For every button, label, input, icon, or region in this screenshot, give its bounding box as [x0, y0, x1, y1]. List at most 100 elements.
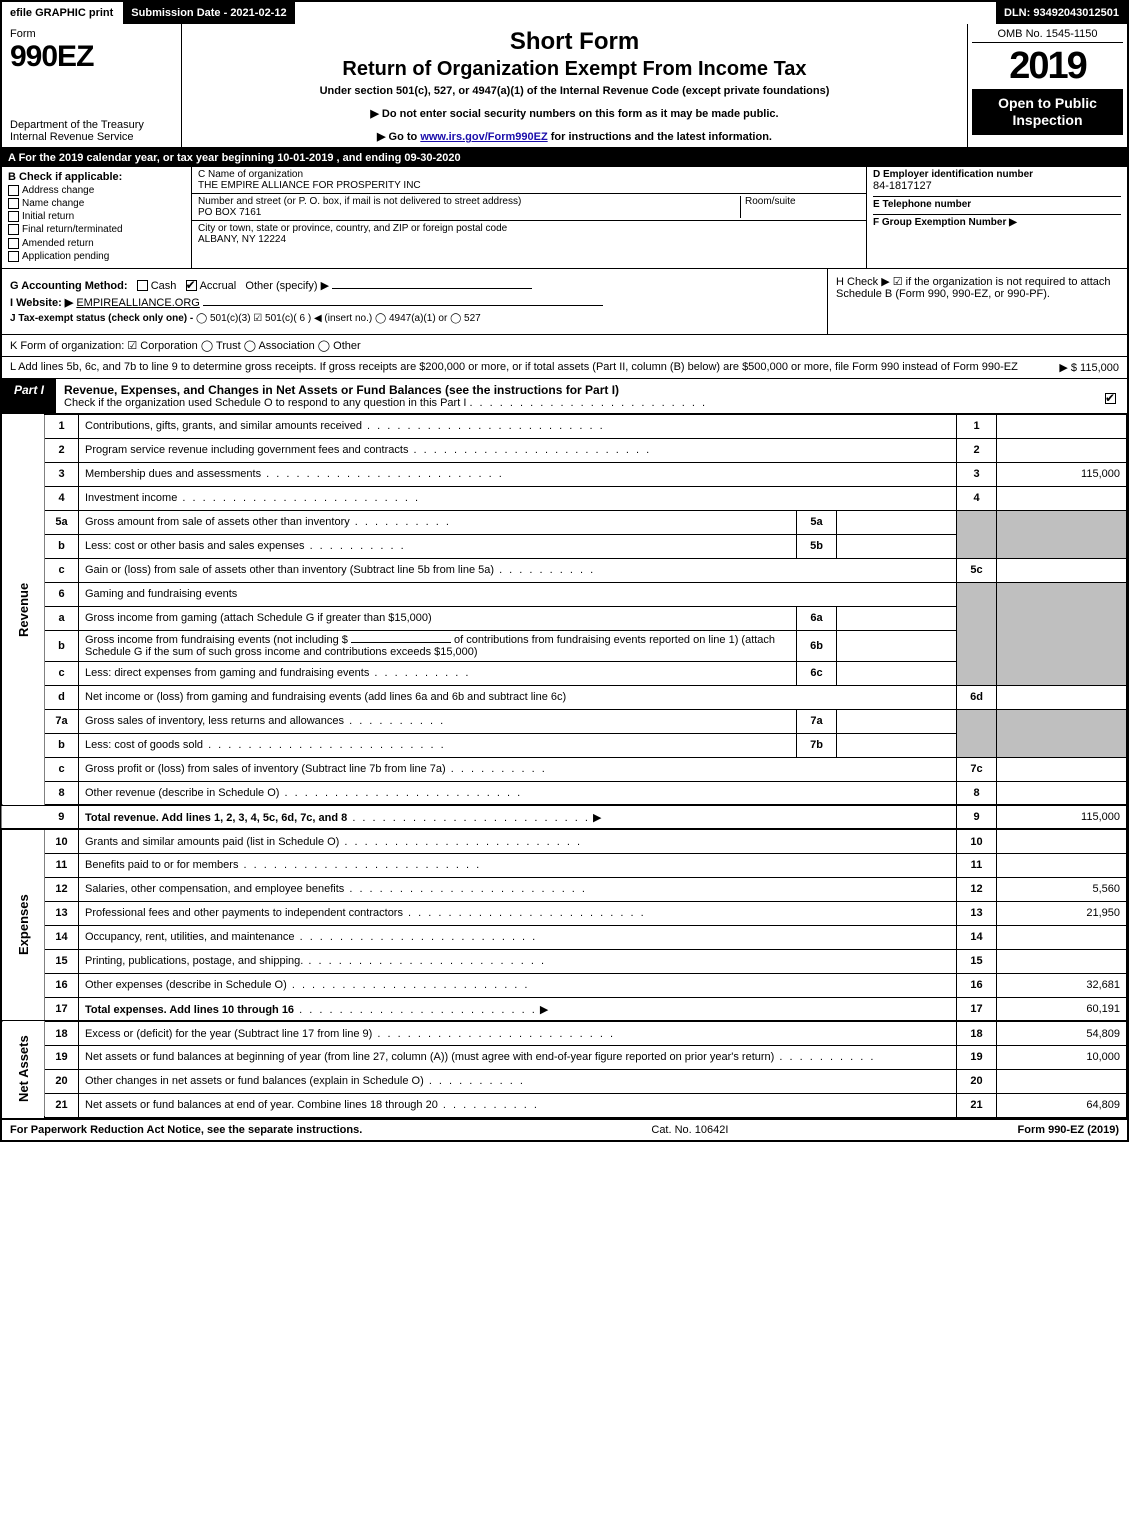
- line-num: 16: [45, 973, 79, 997]
- subline-amount: [837, 606, 957, 630]
- form-number: 990EZ: [10, 40, 173, 74]
- org-name-label: C Name of organization: [198, 169, 860, 180]
- subline-amount: [837, 661, 957, 685]
- form-subtitle: Under section 501(c), 527, or 4947(a)(1)…: [192, 85, 957, 97]
- topbar: efile GRAPHIC print Submission Date - 20…: [2, 2, 1127, 24]
- line-ref: 1: [957, 414, 997, 438]
- note2-post: for instructions and the latest informat…: [548, 131, 772, 143]
- box-c: C Name of organization THE EMPIRE ALLIAN…: [192, 167, 867, 268]
- line-desc: Professional fees and other payments to …: [79, 901, 957, 925]
- line-amount: [997, 558, 1127, 582]
- subline-amount: [837, 709, 957, 733]
- chk-final-return[interactable]: Final return/terminated: [8, 224, 185, 235]
- irs-label: Internal Revenue Service: [10, 131, 173, 143]
- website-link[interactable]: EMPIREALLIANCE.ORG: [76, 297, 199, 309]
- line-desc: Gross income from fundraising events (no…: [79, 630, 797, 661]
- subline-ref: 5b: [797, 534, 837, 558]
- line-amount: [997, 1069, 1127, 1093]
- line-ref: 20: [957, 1069, 997, 1093]
- line-num: 9: [45, 805, 79, 829]
- chk-application-pending[interactable]: Application pending: [8, 251, 185, 262]
- line-amount: 115,000: [997, 805, 1127, 829]
- short-form-title: Short Form: [192, 28, 957, 56]
- line-amount: 60,191: [997, 997, 1127, 1021]
- line-amount: [997, 685, 1127, 709]
- line-num: 5a: [45, 510, 79, 534]
- line-amount: [997, 757, 1127, 781]
- gh-block: G Accounting Method: Cash Accrual Other …: [2, 269, 1127, 335]
- line-num: c: [45, 661, 79, 685]
- subline-amount: [837, 733, 957, 757]
- line-num: 12: [45, 877, 79, 901]
- line-num: b: [45, 733, 79, 757]
- line-ref: 12: [957, 877, 997, 901]
- irs-instructions-link[interactable]: www.irs.gov/Form990EZ: [420, 131, 547, 143]
- form-header: Form 990EZ Department of the Treasury In…: [2, 24, 1127, 149]
- line-ref: 18: [957, 1021, 997, 1045]
- subline-ref: 7b: [797, 733, 837, 757]
- chk-amended-return[interactable]: Amended return: [8, 238, 185, 249]
- line-ref: 2: [957, 438, 997, 462]
- line-amount: [997, 486, 1127, 510]
- chk-address-change[interactable]: Address change: [8, 185, 185, 196]
- line-num: 18: [45, 1021, 79, 1045]
- line-desc: Salaries, other compensation, and employ…: [79, 877, 957, 901]
- chk-cash[interactable]: [137, 280, 148, 291]
- line-amount: [997, 829, 1127, 853]
- line-ref: 13: [957, 901, 997, 925]
- part1-title: Revenue, Expenses, and Changes in Net As…: [56, 379, 1097, 413]
- grey-cell: [997, 709, 1127, 757]
- line-desc: Gross profit or (loss) from sales of inv…: [79, 757, 957, 781]
- line-amount: 115,000: [997, 462, 1127, 486]
- subline-amount: [837, 534, 957, 558]
- line-ref: 17: [957, 997, 997, 1021]
- ssn-warning: ▶ Do not enter social security numbers o…: [192, 107, 957, 120]
- dept-treasury: Department of the Treasury: [10, 119, 173, 131]
- subline-ref: 6b: [797, 630, 837, 661]
- box-b-label: B Check if applicable:: [8, 171, 185, 183]
- part1-schedule-o-checkbox[interactable]: [1097, 379, 1127, 413]
- tel-label: E Telephone number: [873, 199, 1121, 210]
- org-info-block: B Check if applicable: Address change Na…: [2, 167, 1127, 269]
- expenses-sidelabel: Expenses: [2, 829, 45, 1021]
- line-desc: Total revenue. Add lines 1, 2, 3, 4, 5c,…: [79, 805, 957, 829]
- line-desc: Membership dues and assessments: [79, 462, 957, 486]
- spacer: [2, 805, 45, 829]
- line-ref: 8: [957, 781, 997, 805]
- form-990ez-page: efile GRAPHIC print Submission Date - 20…: [0, 0, 1129, 1142]
- line-desc: Gross sales of inventory, less returns a…: [79, 709, 797, 733]
- chk-name-change[interactable]: Name change: [8, 198, 185, 209]
- box-h: H Check ▶ ☑ if the organization is not r…: [827, 269, 1127, 334]
- line-desc: Gross amount from sale of assets other t…: [79, 510, 797, 534]
- cat-no: Cat. No. 10642I: [651, 1124, 728, 1136]
- subline-amount: [837, 510, 957, 534]
- line-desc: Other changes in net assets or fund bala…: [79, 1069, 957, 1093]
- line-amount: [997, 949, 1127, 973]
- page-footer: For Paperwork Reduction Act Notice, see …: [2, 1118, 1127, 1140]
- form-title: Return of Organization Exempt From Incom…: [192, 58, 957, 81]
- line-desc: Net assets or fund balances at beginning…: [79, 1045, 957, 1069]
- chk-accrual[interactable]: [186, 280, 197, 291]
- grey-cell: [957, 709, 997, 757]
- tax-period: A For the 2019 calendar year, or tax yea…: [2, 149, 1127, 167]
- line-num: c: [45, 558, 79, 582]
- line-amount: 10,000: [997, 1045, 1127, 1069]
- open-to-public: Open to Public Inspection: [972, 89, 1123, 135]
- form-of-organization: K Form of organization: ☑ Corporation ◯ …: [2, 335, 1127, 357]
- part1-tab: Part I: [2, 379, 56, 413]
- line-ref: 4: [957, 486, 997, 510]
- form-label: Form: [10, 28, 173, 40]
- line-desc: Net assets or fund balances at end of ye…: [79, 1093, 957, 1117]
- tax-exempt-status: J Tax-exempt status (check only one) - ◯…: [10, 313, 819, 324]
- line-ref: 11: [957, 853, 997, 877]
- line-amount: [997, 853, 1127, 877]
- line-num: 17: [45, 997, 79, 1021]
- line-num: 15: [45, 949, 79, 973]
- accounting-method: G Accounting Method: Cash Accrual Other …: [10, 279, 819, 292]
- chk-initial-return[interactable]: Initial return: [8, 211, 185, 222]
- line-ref: 7c: [957, 757, 997, 781]
- omb-number: OMB No. 1545-1150: [972, 28, 1123, 43]
- website-row: I Website: ▶ EMPIREALLIANCE.ORG: [10, 296, 819, 309]
- efile-print-button[interactable]: efile GRAPHIC print: [2, 2, 123, 24]
- box-def: D Employer identification number 84-1817…: [867, 167, 1127, 268]
